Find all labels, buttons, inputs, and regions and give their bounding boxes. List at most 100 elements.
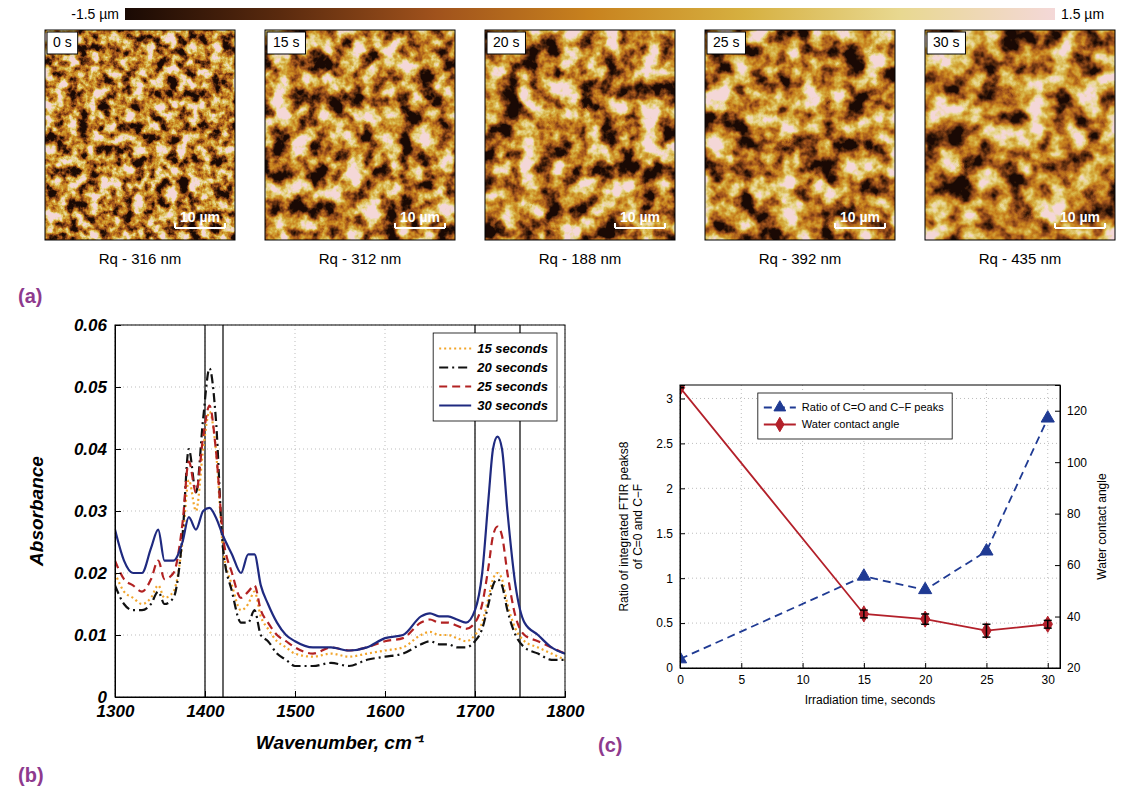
error-bar (860, 610, 868, 618)
error-bar-cap (921, 613, 929, 615)
error-bar-cap (921, 624, 929, 626)
legend-label: 20 seconds (476, 360, 548, 375)
scale-bar-cap (174, 223, 176, 228)
scale-bar-cap (614, 223, 616, 228)
tick-label: 15 (858, 673, 872, 687)
time-label-box (47, 32, 78, 54)
figure: -1.5 µm1.5 µm0 s10 µmRq - 316 nm15 s10 µ… (0, 0, 1128, 801)
error-bar-cap (860, 609, 868, 611)
panel-label: (b) (18, 764, 44, 786)
scale-bar-cap (394, 223, 396, 228)
tick-mark (115, 573, 121, 574)
marker (919, 582, 932, 593)
tick-mark (680, 533, 685, 534)
marker (857, 569, 870, 580)
tick: 60 (1055, 558, 1081, 572)
tick-mark (115, 511, 121, 512)
tick: 40 (1055, 610, 1081, 624)
tick-mark (680, 488, 685, 489)
time-label: 15 s (273, 34, 299, 50)
tick: 10 (796, 663, 810, 687)
panel-label: (c) (598, 734, 622, 756)
tick-mark (1055, 565, 1060, 566)
tick: 80 (1055, 507, 1081, 521)
tick: 0.04 (74, 440, 121, 459)
legend: Ratio of C=O and C−F peaksWater contact … (758, 393, 952, 439)
tick-label: 40 (1067, 610, 1081, 624)
tick-label: 1500 (277, 702, 315, 721)
image-caption: Rq - 188 nm (539, 250, 622, 267)
tick-mark (205, 691, 206, 697)
tick-mark (986, 663, 987, 668)
tick-label: 0.02 (74, 564, 108, 583)
image-caption: Rq - 435 nm (979, 250, 1062, 267)
afm-surface (45, 30, 235, 240)
grid-line-x (1047, 385, 1048, 668)
tick-label: 10 (796, 673, 810, 687)
scale-bar (1055, 227, 1105, 229)
image-caption: Rq - 316 nm (99, 250, 182, 267)
marker (1043, 616, 1052, 632)
tick-mark (295, 691, 296, 697)
tick: 2 (666, 482, 685, 496)
afm-image: 20 s10 µmRq - 188 nm (485, 30, 675, 267)
tick: 0.06 (74, 316, 121, 335)
error-bar-cap (982, 624, 990, 626)
tick: 0.03 (74, 502, 121, 521)
error-bar-cap (860, 617, 868, 619)
axis-line (116, 326, 122, 698)
legend-marker (774, 401, 786, 411)
scale-bar-cap (444, 223, 446, 228)
colorbar-label: -1.5 µm (71, 6, 119, 22)
tick-mark (680, 398, 685, 399)
scale-bar-label: 10 µm (180, 209, 220, 225)
afm-surface (705, 30, 895, 240)
axis-line (681, 663, 1061, 669)
axis-line (116, 691, 566, 698)
scale-bar-cap (884, 223, 886, 228)
tick: 1400 (187, 691, 225, 721)
reference-line (222, 325, 224, 697)
tick-label: 0.5 (656, 616, 673, 630)
y2-axis: 20406080100120 (1055, 386, 1087, 676)
legend-swatch (439, 404, 471, 406)
tick-label: 1600 (367, 702, 405, 721)
tick: 30 (1042, 663, 1056, 687)
grid (115, 325, 565, 697)
tick: 5 (738, 663, 745, 687)
image-border (485, 30, 675, 240)
tick-mark (680, 578, 685, 579)
tick: 1 (666, 571, 685, 585)
x-axis: 051015202530 (677, 663, 1060, 687)
legend-swatch (439, 366, 471, 368)
afm-surface (925, 30, 1115, 240)
tick-label: 0 (666, 661, 673, 675)
time-label-box (487, 32, 525, 54)
error-bar-cap (1044, 620, 1052, 622)
tick-label: 1700 (457, 702, 495, 721)
series-line (680, 388, 1048, 631)
legend: 15 seconds20 seconds25 seconds30 seconds (433, 333, 557, 421)
tick-mark (1055, 514, 1060, 515)
error-bar-stem (1047, 620, 1049, 628)
tick-label: 0.06 (74, 316, 108, 335)
series-line (115, 437, 565, 654)
tick-label: 1 (666, 571, 673, 585)
error-bar (921, 614, 929, 624)
tick-label: 20 (919, 673, 933, 687)
y-axis-title: Ratio of integrated FTIR peaks8 (617, 441, 631, 611)
afm-image: 15 s10 µmRq - 312 nm (265, 30, 455, 267)
scale-bar (615, 227, 665, 229)
grid-line-y (115, 449, 565, 450)
tick: 20 (1055, 661, 1081, 675)
tick-mark (115, 387, 121, 388)
tick: 0.05 (74, 378, 121, 397)
scale-bar-label: 10 µm (840, 209, 880, 225)
tick-label: 2.5 (656, 437, 673, 451)
grid-line-y (680, 623, 1060, 624)
tick-mark (565, 691, 566, 697)
image-panel: -1.5 µm1.5 µm0 s10 µmRq - 316 nm15 s10 µ… (45, 6, 1115, 267)
tick: 1600 (367, 691, 405, 721)
marker (1041, 411, 1054, 422)
plot-frame (680, 385, 1060, 668)
